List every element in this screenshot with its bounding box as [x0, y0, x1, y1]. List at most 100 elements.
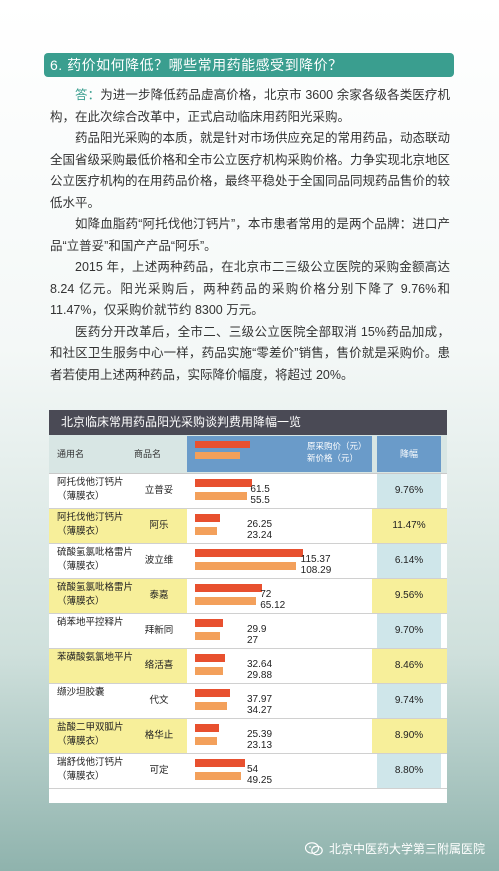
new-price-value: 65.12: [260, 600, 286, 611]
section-title: 6. 药价如何降低？哪些常用药能感受到降价？: [50, 57, 343, 73]
price-table: 北京临床常用药品阳光采购谈判费用降幅一览 通用名 商品名 原采购价（元） 新价格…: [49, 410, 447, 803]
orig-price-value: 25.39: [247, 729, 273, 740]
orig-price-bar: [195, 724, 219, 732]
price-bars: 115.37 108.29: [187, 544, 372, 578]
drug-brand-name: 泰嘉: [149, 590, 169, 601]
drug-generic-name: 瑞舒伐他汀钙片（薄膜衣）: [57, 757, 124, 782]
orig-price-value: 54: [247, 764, 259, 775]
orig-price-value: 72: [260, 589, 272, 600]
footer: 北京中医药大学第三附属医院: [304, 840, 485, 857]
new-price-value: 49.25: [247, 775, 273, 786]
orig-price-value: 32.64: [247, 659, 273, 670]
drug-generic-name: 苯磺酸氨氯地平片: [57, 652, 133, 663]
paragraph-1: 答：为进一步降低药品虚高价格，北京市 3600 余家各级各类医疗机构，在此次综合…: [50, 88, 450, 124]
legend-new-swatch: [195, 452, 240, 459]
orig-price-bar: [195, 549, 303, 557]
new-price-value: 55.5: [250, 495, 270, 506]
table-body: 阿托伐他汀钙片（薄膜衣） 立普妥 61.5 55.5 9.76% 阿托伐他汀钙片（薄膜衣）…: [49, 474, 447, 789]
orig-price-bar: [195, 759, 246, 767]
price-bars: 61.5 55.5: [187, 474, 372, 508]
drug-brand-name: 阿乐: [149, 520, 169, 531]
new-price-bar: [195, 562, 297, 570]
paragraph-2: 药品阳光采购的本质，就是针对市场供应充足的常用药品，动态联动全国省级采购最低价格…: [50, 131, 451, 210]
drug-brand-name: 格华止: [144, 730, 174, 741]
legend-orig-label: 原采购价（元）: [307, 441, 367, 451]
price-bars: 37.97 34.27: [187, 684, 372, 718]
orig-price-bar: [195, 619, 223, 627]
drug-brand-name: 拜新同: [144, 625, 174, 636]
legend-orig-swatch: [195, 441, 250, 448]
price-drop-percent: 8.46%: [377, 649, 441, 683]
legend-new-label: 新价格（元）: [307, 453, 359, 463]
new-price-value: 29.88: [247, 670, 273, 681]
table-row: 硫酸氢氯吡格雷片（薄膜衣） 波立维 115.37 108.29 6.14%: [49, 544, 447, 579]
table-title: 北京临床常用药品阳光采购谈判费用降幅一览: [49, 410, 447, 435]
paragraph-3: 如降血脂药“阿托伐他汀钙片”，本市患者常用的是两个品牌：进口产品“立普妥”和国产…: [50, 217, 450, 253]
price-drop-percent: 9.76%: [377, 474, 441, 508]
new-price-value: 34.27: [247, 705, 273, 716]
drug-brand-name: 络活喜: [144, 660, 174, 671]
new-price-bar: [195, 667, 223, 675]
new-price-bar: [195, 597, 256, 605]
price-bars: 25.39 23.13: [187, 719, 372, 753]
table-row: 阿托伐他汀钙片（薄膜衣） 立普妥 61.5 55.5 9.76%: [49, 474, 447, 509]
header-brand-name: 商品名: [134, 449, 162, 459]
header-generic-name: 通用名: [57, 449, 85, 459]
drug-brand-name: 代文: [149, 695, 169, 706]
table-row: 阿托伐他汀钙片（薄膜衣） 阿乐 26.25 23.24 11.47%: [49, 509, 447, 544]
orig-price-value: 61.5: [250, 484, 270, 495]
new-price-bar: [195, 527, 217, 535]
new-price-value: 27: [247, 635, 259, 646]
drug-brand-name: 波立维: [144, 555, 174, 566]
drug-generic-name: 硫酸氢氯吡格雷片（薄膜衣）: [57, 582, 133, 607]
orig-price-bar: [195, 689, 231, 697]
answer-label: 答：: [75, 88, 101, 102]
drug-generic-name: 盐酸二甲双胍片（薄膜衣）: [57, 722, 124, 747]
orig-price-value: 37.97: [247, 694, 273, 705]
table-row: 盐酸二甲双胍片（薄膜衣） 格华止 25.39 23.13 8.90%: [49, 719, 447, 754]
new-price-value: 108.29: [300, 565, 332, 576]
new-price-bar: [195, 632, 221, 640]
drug-generic-name: 硝苯地平控释片: [57, 617, 124, 628]
new-price-bar: [195, 737, 217, 745]
table-row: 缬沙坦胶囊 代文 37.97 34.27 9.74%: [49, 684, 447, 719]
orig-price-bar: [195, 584, 263, 592]
drug-generic-name: 硫酸氢氯吡格雷片（薄膜衣）: [57, 547, 133, 572]
price-bars: 72 65.12: [187, 579, 372, 613]
drug-brand-name: 可定: [149, 765, 169, 776]
drug-generic-name: 缬沙坦胶囊: [57, 687, 105, 698]
answer-article: 答：为进一步降低药品虚高价格，北京市 3600 余家各级各类医疗机构，在此次综合…: [50, 85, 450, 386]
footer-text: 北京中医药大学第三附属医院: [328, 842, 485, 856]
header-price-legend: 原采购价（元） 新价格（元）: [187, 436, 372, 472]
table-row: 硫酸氢氯吡格雷片（薄膜衣） 泰嘉 72 65.12 9.56%: [49, 579, 447, 614]
new-price-bar: [195, 492, 247, 500]
paragraph-4: 2015 年，上述两种药品，在北京市二三级公立医院的采购金额高达 8.24 亿元…: [50, 260, 450, 317]
new-price-bar: [195, 702, 227, 710]
price-drop-percent: 9.74%: [377, 684, 441, 718]
table-row: 苯磺酸氨氯地平片 络活喜 32.64 29.88 8.46%: [49, 649, 447, 684]
drug-generic-name: 阿托伐他汀钙片（薄膜衣）: [57, 512, 124, 537]
orig-price-bar: [195, 514, 220, 522]
price-bars: 29.9 27: [187, 614, 372, 648]
orig-price-value: 29.9: [247, 624, 267, 635]
table-header: 通用名 商品名 原采购价（元） 新价格（元） 降幅: [49, 435, 447, 474]
price-bars: 26.25 23.24: [187, 509, 372, 543]
table-row: 瑞舒伐他汀钙片（薄膜衣） 可定 54 49.25 8.80%: [49, 754, 447, 789]
new-price-value: 23.13: [247, 740, 273, 751]
paragraph-5: 医药分开改革后，全市二、三级公立医院全部取消 15%药品加成，和社区卫生服务中心…: [50, 324, 450, 382]
section-header: 6. 药价如何降低？哪些常用药能感受到降价？: [44, 53, 454, 77]
drug-brand-name: 立普妥: [144, 485, 174, 496]
price-drop-percent: 11.47%: [377, 509, 441, 543]
price-bars: 32.64 29.88: [187, 649, 372, 683]
price-bars: 54 49.25: [187, 754, 372, 788]
price-drop-percent: 9.56%: [377, 579, 441, 613]
price-drop-percent: 8.90%: [377, 719, 441, 753]
table-row: 硝苯地平控释片 拜新同 29.9 27 9.70%: [49, 614, 447, 649]
wechat-icon: [304, 841, 323, 855]
orig-price-bar: [195, 654, 226, 662]
drug-generic-name: 阿托伐他汀钙片（薄膜衣）: [57, 477, 124, 502]
price-drop-percent: 8.80%: [377, 754, 441, 788]
new-price-bar: [195, 772, 241, 780]
orig-price-value: 26.25: [247, 519, 273, 530]
price-drop-percent: 9.70%: [377, 614, 441, 648]
